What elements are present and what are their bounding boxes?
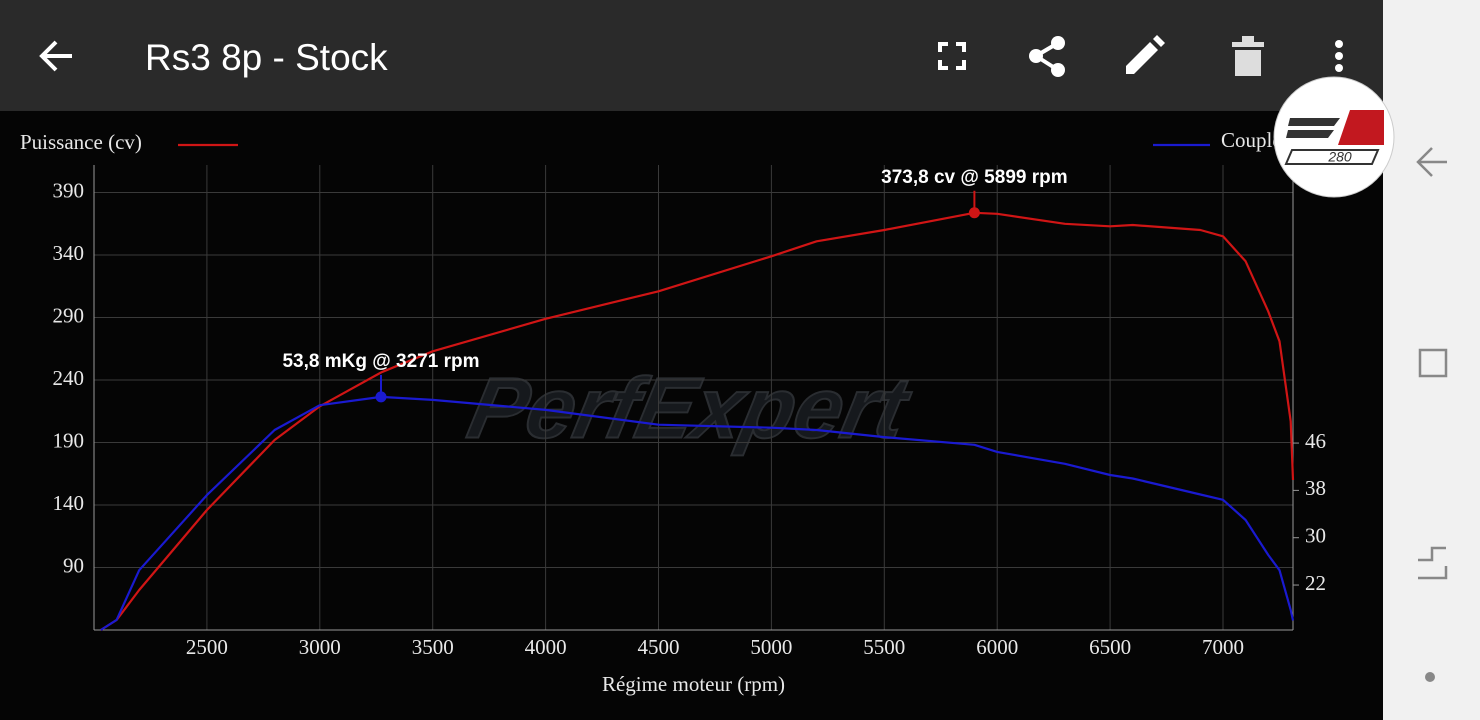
- nav-back[interactable]: [1416, 147, 1447, 177]
- x-tick-label: 5500: [863, 635, 905, 659]
- nav-bar: [1383, 0, 1480, 720]
- y-tick-label: 190: [53, 428, 85, 452]
- logo-text: 280: [1327, 149, 1352, 165]
- y2-tick-label: 22: [1305, 571, 1326, 595]
- x-tick-label: 3500: [412, 635, 454, 659]
- annotation-marker: [375, 391, 387, 403]
- logo: 280: [1273, 76, 1395, 198]
- share-button[interactable]: [1029, 36, 1065, 77]
- y-tick-label: 90: [63, 553, 84, 577]
- back-button[interactable]: [39, 40, 72, 72]
- y-tick-label: 140: [53, 491, 85, 515]
- toolbar-title: Rs3 8p - Stock: [145, 37, 388, 78]
- fullscreen-button[interactable]: [938, 42, 966, 70]
- series-line: [100, 395, 1295, 631]
- annotation-marker: [968, 207, 980, 219]
- legend-label: Couple: [1221, 128, 1282, 152]
- y2-tick-label: 46: [1305, 429, 1326, 453]
- y-tick-label: 340: [53, 241, 85, 265]
- x-tick-label: 7000: [1202, 635, 1244, 659]
- legend-label: Puissance (cv): [20, 130, 142, 154]
- y-tick-label: 240: [53, 366, 85, 390]
- x-tick-label: 6000: [976, 635, 1018, 659]
- more-button[interactable]: [1335, 40, 1343, 72]
- series-line: [100, 211, 1295, 631]
- annotation-label: 373,8 cv @ 5899 rpm: [881, 167, 1067, 188]
- y2-tick-label: 30: [1305, 524, 1326, 548]
- y2-tick-label: 38: [1305, 476, 1326, 500]
- x-tick-label: 4500: [638, 635, 680, 659]
- nav-recents[interactable]: [1418, 348, 1448, 378]
- chart-background: [0, 0, 1383, 720]
- x-axis-label: Régime moteur (rpm): [602, 672, 785, 696]
- y-tick-label: 290: [53, 303, 85, 327]
- y-tick-label: 390: [53, 178, 85, 202]
- x-tick-label: 2500: [186, 635, 228, 659]
- x-tick-label: 6500: [1089, 635, 1131, 659]
- x-tick-label: 4000: [525, 635, 567, 659]
- nav-home[interactable]: [1418, 546, 1448, 580]
- edit-button[interactable]: [1126, 35, 1165, 74]
- x-tick-label: 5000: [750, 635, 792, 659]
- x-tick-label: 3000: [299, 635, 341, 659]
- delete-button[interactable]: [1232, 36, 1264, 76]
- annotation-label: 53,8 mKg @ 3271 rpm: [282, 351, 479, 372]
- nav-dot: [1425, 672, 1435, 682]
